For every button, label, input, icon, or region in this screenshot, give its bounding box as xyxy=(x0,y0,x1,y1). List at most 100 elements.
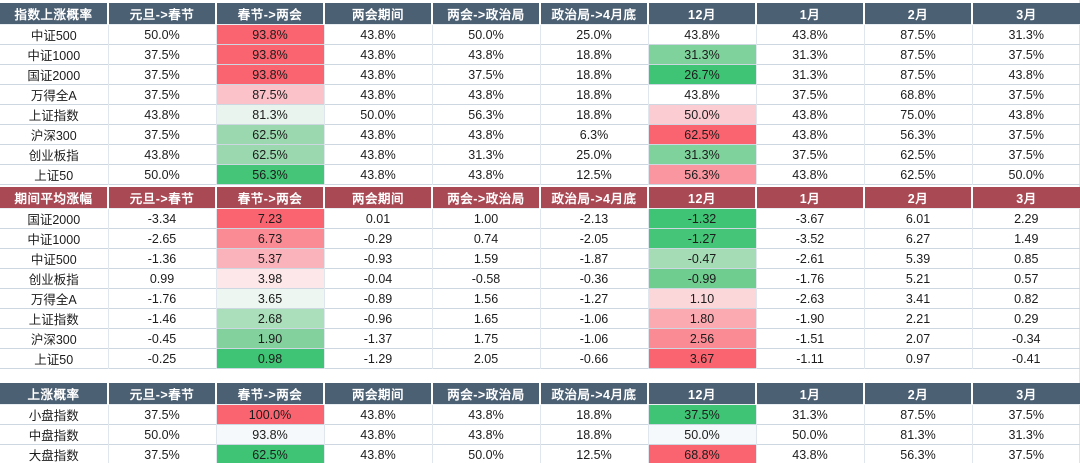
cap-style-up-probability-table: 上涨概率 元旦->春节 春节->两会 两会期间 两会->政治局 政治局->4月底 12月 1月… xyxy=(0,383,1080,463)
data-cell: 37.5% xyxy=(971,144,1080,165)
data-cell: 2.29 xyxy=(971,208,1080,229)
table-row: 国证2000 37.5% 93.8% 43.8% 37.5% 18.8% 26.7% 31.3… xyxy=(0,64,1080,85)
data-cell: 87.5% xyxy=(215,84,324,105)
data-cell: -2.61 xyxy=(755,248,864,269)
column-header: 元旦->春节 xyxy=(107,383,216,405)
row-label: 小盘指数 xyxy=(0,404,108,425)
data-cell: 37.5% xyxy=(971,124,1080,145)
table-row: 上证指数 -1.46 2.68 -0.96 1.65 -1.06 1.80 -1.90 2.21… xyxy=(0,308,1080,329)
data-cell: 87.5% xyxy=(863,64,972,85)
data-cell: 31.3% xyxy=(647,44,756,65)
data-cell: -2.13 xyxy=(539,208,648,229)
table-row: 上证指数 43.8% 81.3% 50.0% 56.3% 18.8% 50.0% 43.8% 7… xyxy=(0,104,1080,125)
row-label: 中证1000 xyxy=(0,44,108,65)
data-cell: 2.21 xyxy=(863,308,972,329)
data-cell: -1.76 xyxy=(107,288,216,309)
column-header: 1月 xyxy=(755,187,864,209)
data-cell: -0.47 xyxy=(647,248,756,269)
data-cell: -1.27 xyxy=(647,228,756,249)
data-cell: 43.8% xyxy=(107,144,216,165)
data-cell: 43.8% xyxy=(431,84,540,105)
table-row: 国证2000 -3.34 7.23 0.01 1.00 -2.13 -1.32 -3.67 6.… xyxy=(0,208,1080,229)
row-label: 中证500 xyxy=(0,248,108,269)
data-cell: 37.5% xyxy=(971,84,1080,105)
column-header: 1月 xyxy=(755,3,864,25)
data-cell: -0.93 xyxy=(323,248,432,269)
row-label: 大盘指数 xyxy=(0,444,108,463)
data-cell: 93.8% xyxy=(215,64,324,85)
data-cell: 43.8% xyxy=(323,444,432,463)
data-cell: 62.5% xyxy=(647,124,756,145)
data-cell: 18.8% xyxy=(539,64,648,85)
column-header: 两会->政治局 xyxy=(431,383,540,405)
data-cell: 31.3% xyxy=(755,404,864,425)
data-cell: 43.8% xyxy=(323,404,432,425)
row-label: 创业板指 xyxy=(0,144,108,165)
data-cell: 31.3% xyxy=(971,424,1080,445)
data-cell: -0.96 xyxy=(323,308,432,329)
data-cell: -2.63 xyxy=(755,288,864,309)
row-label: 中证500 xyxy=(0,24,108,45)
table-row: 中证500 50.0% 93.8% 43.8% 50.0% 25.0% 43.8% 43.8%… xyxy=(0,24,1080,45)
data-cell: 18.8% xyxy=(539,44,648,65)
data-cell: 43.8% xyxy=(647,84,756,105)
data-cell: 62.5% xyxy=(215,144,324,165)
data-cell: 31.3% xyxy=(755,64,864,85)
data-cell: -0.45 xyxy=(107,328,216,349)
data-cell: 0.82 xyxy=(971,288,1080,309)
table-row: 上证50 50.0% 56.3% 43.8% 43.8% 12.5% 56.3% 43.8% 6… xyxy=(0,164,1080,185)
data-cell: 93.8% xyxy=(215,24,324,45)
data-cell: -1.76 xyxy=(755,268,864,289)
data-cell: 43.8% xyxy=(647,24,756,45)
data-cell: 0.99 xyxy=(107,268,216,289)
header-row: 上涨概率 元旦->春节 春节->两会 两会期间 两会->政治局 政治局->4月底 12月 1月… xyxy=(0,383,1080,405)
data-cell: 18.8% xyxy=(539,104,648,125)
row-label: 沪深300 xyxy=(0,328,108,349)
data-cell: 43.8% xyxy=(971,104,1080,125)
table-row: 沪深300 -0.45 1.90 -1.37 1.75 -1.06 2.56 -1.51 2.0… xyxy=(0,328,1080,349)
data-cell: 5.21 xyxy=(863,268,972,289)
data-cell: 62.5% xyxy=(863,144,972,165)
data-cell: 43.8% xyxy=(431,44,540,65)
data-cell: -1.46 xyxy=(107,308,216,329)
data-cell: 6.3% xyxy=(539,124,648,145)
data-cell: 1.49 xyxy=(971,228,1080,249)
data-cell: -1.06 xyxy=(539,328,648,349)
table-row: 创业板指 0.99 3.98 -0.04 -0.58 -0.36 -0.99 -1.76 5.2… xyxy=(0,268,1080,289)
data-cell: 26.7% xyxy=(647,64,756,85)
column-header: 元旦->春节 xyxy=(107,187,216,209)
data-cell: 50.0% xyxy=(107,424,216,445)
data-cell: 0.01 xyxy=(323,208,432,229)
data-cell: 56.3% xyxy=(431,104,540,125)
table-gap xyxy=(0,369,1079,383)
data-cell: 37.5% xyxy=(755,84,864,105)
column-header: 春节->两会 xyxy=(215,383,324,405)
data-cell: 75.0% xyxy=(863,104,972,125)
data-cell: 2.56 xyxy=(647,328,756,349)
data-cell: 43.8% xyxy=(107,104,216,125)
data-cell: 43.8% xyxy=(431,164,540,185)
column-header: 政治局->4月底 xyxy=(539,383,648,405)
data-cell: 43.8% xyxy=(323,24,432,45)
data-cell: 31.3% xyxy=(431,144,540,165)
column-header: 春节->两会 xyxy=(215,187,324,209)
data-cell: -1.87 xyxy=(539,248,648,269)
data-cell: -3.34 xyxy=(107,208,216,229)
data-cell: 0.74 xyxy=(431,228,540,249)
data-cell: 0.85 xyxy=(971,248,1080,269)
data-cell: 0.97 xyxy=(863,348,972,369)
data-cell: 87.5% xyxy=(863,404,972,425)
data-cell: -0.41 xyxy=(971,348,1080,369)
data-cell: -1.37 xyxy=(323,328,432,349)
data-cell: -0.29 xyxy=(323,228,432,249)
data-cell: -0.89 xyxy=(323,288,432,309)
data-cell: -0.04 xyxy=(323,268,432,289)
data-cell: 50.0% xyxy=(647,424,756,445)
table-row: 沪深300 37.5% 62.5% 43.8% 43.8% 6.3% 62.5% 43.8% 5… xyxy=(0,124,1080,145)
data-cell: 93.8% xyxy=(215,424,324,445)
data-cell: 25.0% xyxy=(539,144,648,165)
column-header: 12月 xyxy=(647,3,756,25)
table-row: 中证1000 37.5% 93.8% 43.8% 43.8% 18.8% 31.3% 31.3… xyxy=(0,44,1080,65)
data-cell: 50.0% xyxy=(107,24,216,45)
data-cell: 43.8% xyxy=(755,444,864,463)
